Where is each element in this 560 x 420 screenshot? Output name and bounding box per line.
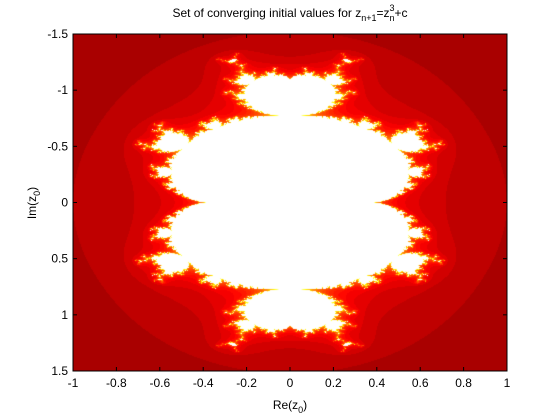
title-main: Set of converging initial values for z [172,6,361,20]
fractal-canvas [73,34,507,371]
y-tick-label: -0.5 [47,139,68,153]
y-axis: -1.5 -1 -0.5 0 0.5 1 1.5 [47,27,507,378]
y-axis-label: Im(z0) [25,187,42,219]
y-label-tail: ) [25,187,39,191]
fractal-image [73,34,507,371]
y-tick-label: 0.5 [51,252,68,266]
title-sup: 3 [390,3,395,13]
x-axis: -1 -0.8 -0.6 -0.4 -0.2 0 0.2 0.4 0.6 0.8 1 [68,34,511,390]
x-label-tail: ) [303,398,307,412]
x-tick-label: 0.2 [325,376,342,390]
x-label-main: Re(z [273,398,298,412]
title-eq: =z [376,6,389,20]
y-tick-label: -1 [57,83,68,97]
title-sub-1: n+1 [361,13,376,23]
x-tick-label: 0.8 [455,376,472,390]
y-tick-label: 1 [61,308,68,322]
x-label-sub: 0 [298,405,303,415]
y-label-main: Im(z [25,196,39,219]
x-tick-label: -1 [68,376,79,390]
x-tick-label: -0.6 [149,376,170,390]
x-tick-label: 0.4 [368,376,385,390]
x-tick-label: -0.8 [106,376,127,390]
y-tick-label: -1.5 [47,27,68,41]
y-tick-label: 0 [61,196,68,210]
chart-title: Set of converging initial values for zn+… [172,3,407,23]
x-tick-label: -0.2 [236,376,257,390]
x-tick-label: 0 [287,376,294,390]
x-axis-label: Re(z0) [273,398,307,415]
y-label-sub: 0 [32,191,42,196]
x-tick-label: -0.4 [193,376,214,390]
title-tail: +c [395,6,408,20]
x-tick-label: 0.6 [412,376,429,390]
title-sub-2: n [390,13,395,23]
y-tick-label: 1.5 [51,364,68,378]
plot-area: -1 -0.8 -0.6 -0.4 -0.2 0 0.2 0.4 0.6 0.8 1 -1.5-1-… [47,27,510,390]
x-tick-label: 1 [504,376,511,390]
